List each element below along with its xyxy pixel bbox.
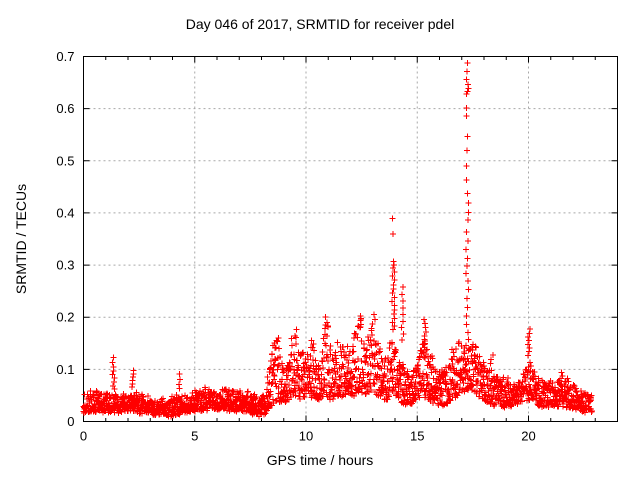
x-tick-label: 0 bbox=[80, 429, 87, 444]
axis-ticks bbox=[83, 56, 618, 422]
y-tick-label: 0.5 bbox=[56, 153, 74, 168]
grid-lines bbox=[83, 56, 618, 422]
y-tick-label: 0.7 bbox=[56, 49, 74, 64]
x-tick-label: 15 bbox=[410, 429, 424, 444]
x-tick-label: 10 bbox=[299, 429, 313, 444]
y-tick-label: 0.1 bbox=[56, 362, 74, 377]
y-tick-label: 0 bbox=[67, 414, 74, 429]
plot-border bbox=[83, 56, 618, 422]
y-tick-label: 0.4 bbox=[56, 205, 74, 220]
scatter-points-srmtid bbox=[80, 60, 595, 420]
y-tick-label: 0.6 bbox=[56, 101, 74, 116]
y-tick-label: 0.2 bbox=[56, 310, 74, 325]
x-tick-label: 5 bbox=[191, 429, 198, 444]
chart-title: Day 046 of 2017, SRMTID for receiver pde… bbox=[185, 16, 455, 32]
x-tick-label: 20 bbox=[521, 429, 535, 444]
x-axis-label: GPS time / hours bbox=[266, 452, 374, 468]
y-tick-label: 0.3 bbox=[56, 258, 74, 273]
